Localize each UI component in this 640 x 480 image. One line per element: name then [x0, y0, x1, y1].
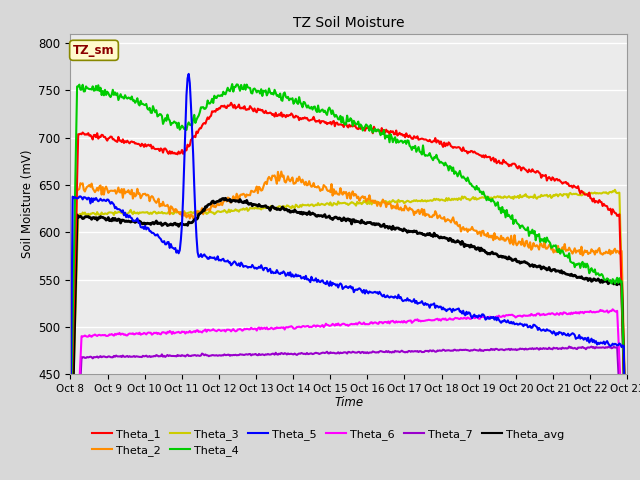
Theta_avg [399, 228, 407, 234]
Theta_5 [335, 282, 343, 288]
Text: TZ_sm: TZ_sm [73, 44, 115, 57]
Title: TZ Soil Moisture: TZ Soil Moisture [293, 16, 404, 30]
Theta_4 [611, 281, 619, 287]
Theta_2 [623, 478, 631, 480]
Theta_7 [334, 349, 342, 355]
Theta_avg [332, 214, 340, 220]
Theta_2 [369, 198, 376, 204]
Theta_6 [611, 308, 619, 314]
Line: Theta_6: Theta_6 [70, 309, 627, 480]
Line: Theta_5: Theta_5 [70, 74, 627, 480]
Theta_avg [524, 261, 532, 266]
Line: Theta_3: Theta_3 [70, 190, 627, 480]
Line: Theta_4: Theta_4 [70, 84, 627, 480]
Theta_5 [67, 437, 74, 443]
Theta_5 [611, 341, 619, 347]
Theta_2 [335, 192, 343, 198]
Theta_7 [331, 350, 339, 356]
Theta_avg [611, 280, 619, 286]
Theta_3 [611, 187, 619, 192]
Theta_1 [332, 120, 340, 126]
Theta_1 [611, 210, 619, 216]
Y-axis label: Soil Moisture (mV): Soil Moisture (mV) [21, 150, 35, 258]
Theta_2 [524, 243, 532, 249]
Theta_5 [185, 71, 193, 77]
Theta_6 [331, 323, 339, 328]
Theta_1 [227, 100, 235, 106]
Theta_6 [398, 318, 406, 324]
Legend: Theta_1, Theta_2, Theta_3, Theta_4, Theta_5, Theta_6, Theta_7, Theta_avg: Theta_1, Theta_2, Theta_3, Theta_4, Thet… [87, 424, 569, 460]
Theta_avg [221, 195, 229, 201]
Theta_5 [524, 324, 532, 330]
Theta_4 [67, 440, 74, 446]
Line: Theta_2: Theta_2 [70, 171, 627, 480]
Theta_7 [565, 344, 573, 349]
Theta_3 [334, 199, 342, 204]
Theta_1 [67, 439, 74, 445]
Theta_6 [334, 321, 342, 326]
Theta_7 [611, 345, 619, 350]
Theta_6 [523, 313, 531, 319]
Theta_3 [610, 189, 618, 194]
Theta_4 [335, 117, 343, 122]
Theta_1 [369, 131, 376, 136]
Theta_4 [332, 112, 340, 118]
Theta_2 [399, 206, 407, 212]
Theta_4 [228, 81, 236, 87]
Theta_7 [398, 348, 406, 354]
Theta_1 [335, 121, 343, 127]
Theta_7 [368, 349, 376, 355]
Theta_7 [523, 347, 531, 352]
Theta_3 [623, 473, 631, 479]
Theta_avg [335, 215, 343, 221]
Theta_3 [331, 201, 339, 206]
Line: Theta_7: Theta_7 [70, 347, 627, 480]
Theta_4 [399, 140, 407, 146]
Theta_3 [398, 198, 406, 204]
Theta_6 [609, 306, 616, 312]
Theta_5 [399, 298, 407, 304]
Theta_4 [369, 130, 376, 135]
Line: Theta_1: Theta_1 [70, 103, 627, 480]
Theta_3 [523, 194, 531, 200]
Theta_1 [399, 133, 407, 139]
Theta_2 [332, 189, 340, 194]
X-axis label: Time: Time [334, 396, 364, 408]
Theta_avg [369, 221, 376, 227]
Theta_5 [369, 290, 376, 296]
Theta_1 [524, 169, 532, 175]
Theta_2 [611, 246, 619, 252]
Theta_6 [368, 319, 376, 325]
Line: Theta_avg: Theta_avg [70, 198, 627, 480]
Theta_4 [524, 225, 532, 230]
Theta_5 [332, 283, 340, 288]
Theta_3 [368, 202, 376, 207]
Theta_2 [278, 168, 285, 174]
